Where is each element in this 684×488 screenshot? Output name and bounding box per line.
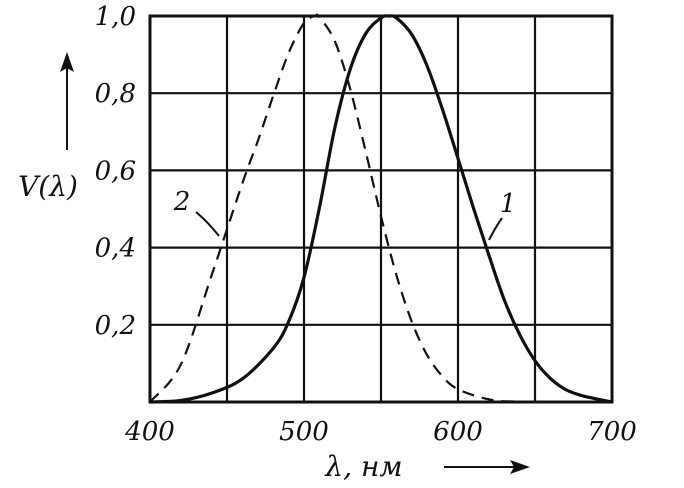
y-tick-label: 0,2 — [95, 311, 136, 341]
x-axis-label: λ, нм — [324, 450, 402, 483]
series-1-curve — [149, 14, 613, 404]
x-axis-arrow-head — [510, 460, 530, 474]
curve-label-2: 2 — [173, 187, 191, 217]
y-axis-label: V(λ) — [18, 170, 78, 203]
y-tick-label: 1,0 — [95, 2, 136, 32]
x-tick-label: 500 — [279, 417, 329, 447]
curve-label-1: 1 — [500, 189, 517, 219]
curve-label-2-leader — [195, 211, 220, 237]
x-tick-label: 700 — [587, 417, 637, 447]
x-tick-label: 400 — [124, 417, 175, 447]
y-axis-arrow-head — [60, 52, 74, 72]
series-2-curve — [149, 13, 613, 404]
y-tick-label: 0,6 — [95, 156, 136, 186]
curve-label-1-leader — [488, 217, 503, 241]
y-tick-label: 0,8 — [95, 79, 136, 109]
y-tick-label: 0,4 — [95, 234, 136, 264]
x-tick-label: 600 — [433, 417, 483, 447]
